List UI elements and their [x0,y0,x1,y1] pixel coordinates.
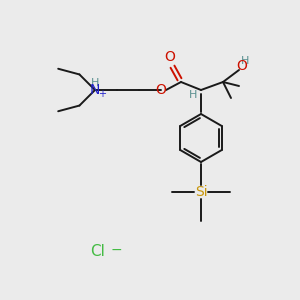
Text: H: H [241,56,249,66]
Text: O: O [237,59,248,73]
Text: O: O [156,83,167,97]
Text: H: H [189,90,197,100]
Text: O: O [165,50,176,64]
Text: +: + [98,89,106,99]
Text: Si: Si [195,185,207,199]
Text: Cl: Cl [91,244,105,260]
Text: H: H [91,78,99,88]
Text: −: − [110,243,122,257]
Text: N: N [90,83,100,97]
